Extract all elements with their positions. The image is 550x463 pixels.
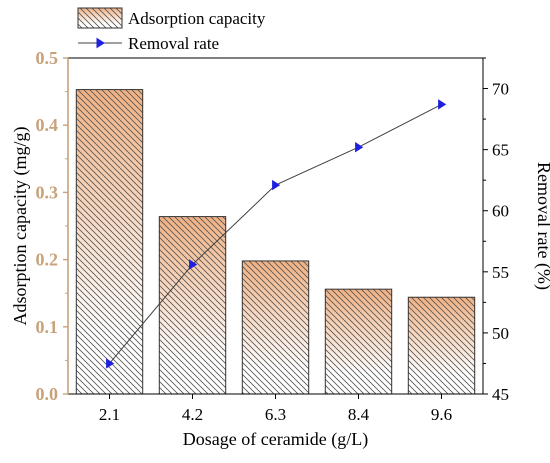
left-tick-label: 0.5 [36, 48, 59, 68]
legend-marker-icon [96, 37, 105, 49]
left-tick-label: 0.4 [36, 115, 59, 135]
x-tick-label: 8.4 [348, 405, 370, 424]
bar-hatch-9.6 [407, 296, 476, 395]
right-tick-label: 55 [492, 263, 509, 282]
left-tick-label: 0.3 [36, 182, 59, 202]
right-tick-label: 45 [492, 385, 509, 404]
y2-axis-title: Removal rate (%) [533, 162, 550, 290]
legend: Adsorption capacity Removal rate [77, 7, 266, 53]
left-tick-label: 0.0 [36, 384, 59, 404]
y-axis-title: Adsorption capacity (mg/g) [10, 127, 31, 326]
right-tick-label: 60 [492, 202, 509, 221]
legend-bar-swatch-hatch [77, 7, 123, 29]
removal-rate-point-6.3 [272, 179, 281, 191]
removal-rate-point-8.4 [355, 141, 364, 153]
x-tick-label: 4.2 [182, 405, 203, 424]
x-tick-label: 9.6 [431, 405, 452, 424]
bar-hatch-2.1 [75, 89, 144, 395]
x-tick-label: 2.1 [99, 405, 120, 424]
right-tick-label: 65 [492, 141, 509, 160]
right-tick-label: 50 [492, 324, 509, 343]
x-tick-label: 6.3 [265, 405, 286, 424]
legend-label-bars: Adsorption capacity [128, 9, 266, 28]
removal-rate-point-4.2 [189, 259, 198, 270]
left-tick-label: 0.1 [36, 317, 59, 337]
removal-rate-point-2.1 [106, 358, 115, 369]
removal-rate-point-9.6 [438, 99, 447, 110]
bar-hatch-4.2 [158, 216, 227, 395]
right-tick-label: 70 [492, 80, 509, 99]
legend-label-line: Removal rate [128, 34, 219, 53]
x-axis-title: Dosage of ceramide (g/L) [183, 429, 368, 450]
bar-hatch-8.4 [324, 288, 393, 395]
left-tick-label: 0.2 [36, 250, 59, 270]
bar-hatch-6.3 [241, 260, 310, 395]
